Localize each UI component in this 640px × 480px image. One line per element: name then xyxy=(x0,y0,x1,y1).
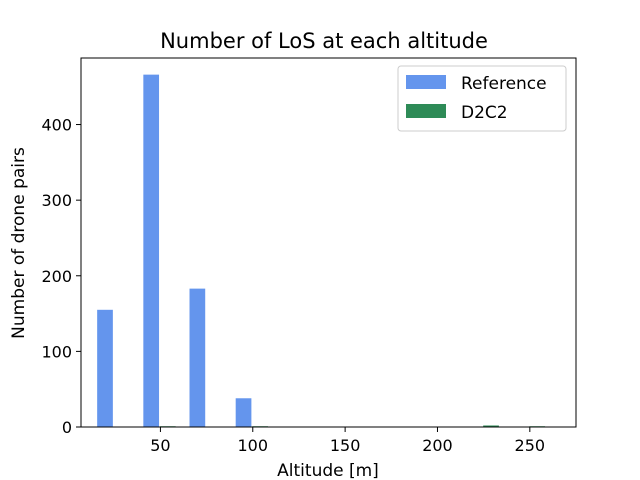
bar-reference-45 xyxy=(143,74,160,427)
x-axis-ticks: 50 100 150 200 250 xyxy=(150,427,545,455)
chart-title: Number of LoS at each altitude xyxy=(160,29,488,53)
y-axis-ticks: 0 100 200 300 400 xyxy=(41,116,81,437)
y-axis-label: Number of drone pairs xyxy=(9,147,29,339)
bars-group xyxy=(97,74,546,427)
y-tick-label: 300 xyxy=(41,191,72,210)
bar-reference-70 xyxy=(189,288,206,427)
x-tick-label: 200 xyxy=(422,436,453,455)
bar-d2c2-229 xyxy=(483,425,499,427)
bar-reference-20 xyxy=(97,309,113,427)
x-axis-label: Altitude [m] xyxy=(277,461,379,480)
y-tick-label: 200 xyxy=(41,267,72,286)
axes-frame xyxy=(80,57,577,428)
x-tick-label: 50 xyxy=(150,436,170,455)
legend-swatch-reference xyxy=(406,75,446,89)
legend-label-d2c2: D2C2 xyxy=(461,103,508,123)
y-tick-label: 0 xyxy=(62,418,72,437)
y-tick-label: 100 xyxy=(41,342,72,361)
legend: Reference D2C2 xyxy=(397,65,567,132)
axes-border xyxy=(80,57,577,428)
bar-reference-95 xyxy=(235,398,252,427)
plot-area: 50 100 150 200 250 0 100 200 300 400 xyxy=(41,57,577,455)
x-tick-label: 150 xyxy=(330,436,361,455)
x-tick-label: 100 xyxy=(237,436,268,455)
y-tick-label: 400 xyxy=(41,116,72,135)
legend-swatch-d2c2 xyxy=(406,104,446,118)
legend-label-reference: Reference xyxy=(461,74,547,94)
x-tick-label: 250 xyxy=(515,436,546,455)
